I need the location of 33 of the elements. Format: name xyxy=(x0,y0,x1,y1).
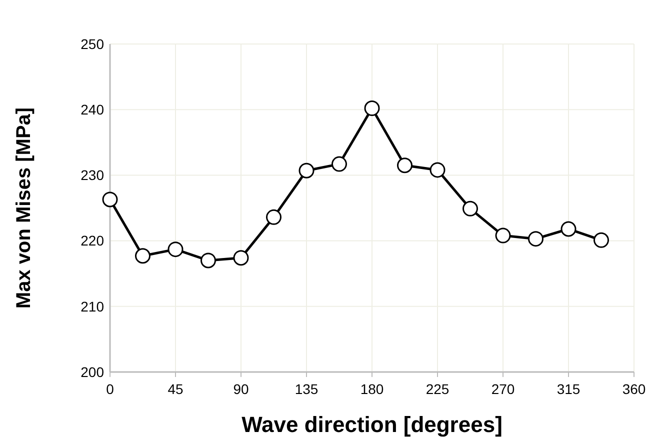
point xyxy=(298,162,314,178)
x-tick-label: 360 xyxy=(622,381,646,397)
x-tick-label: 45 xyxy=(168,381,184,397)
x-tick-label: 270 xyxy=(491,381,515,397)
x-tick-label: 225 xyxy=(426,381,450,397)
x-tick-label: 90 xyxy=(233,381,249,397)
point xyxy=(233,250,249,266)
point xyxy=(594,232,609,248)
point xyxy=(332,156,347,172)
point xyxy=(462,200,478,216)
x-tick-label: 315 xyxy=(556,381,580,397)
point xyxy=(528,231,544,247)
point xyxy=(200,252,216,268)
point xyxy=(430,162,446,178)
point xyxy=(364,100,380,116)
y-tick-label: 250 xyxy=(80,36,104,52)
point xyxy=(266,209,282,225)
x-axis-title: Wave direction [degrees] xyxy=(242,412,502,437)
point xyxy=(135,248,150,264)
y-tick-label: 230 xyxy=(80,167,104,184)
y-tick-label: 220 xyxy=(80,232,104,249)
point xyxy=(102,192,118,208)
y-tick-label: 200 xyxy=(80,364,104,380)
y-tick-label: 210 xyxy=(80,298,104,314)
y-tick-label: 240 xyxy=(80,102,104,118)
point xyxy=(560,221,576,237)
y-axis-title: Max von Mises [MPa] xyxy=(13,107,35,309)
x-tick-label: 135 xyxy=(294,381,318,397)
point xyxy=(495,228,511,244)
x-tick-label: 180 xyxy=(360,381,384,397)
x-tick-label: 0 xyxy=(106,381,114,397)
point xyxy=(168,242,184,258)
point xyxy=(397,158,412,174)
